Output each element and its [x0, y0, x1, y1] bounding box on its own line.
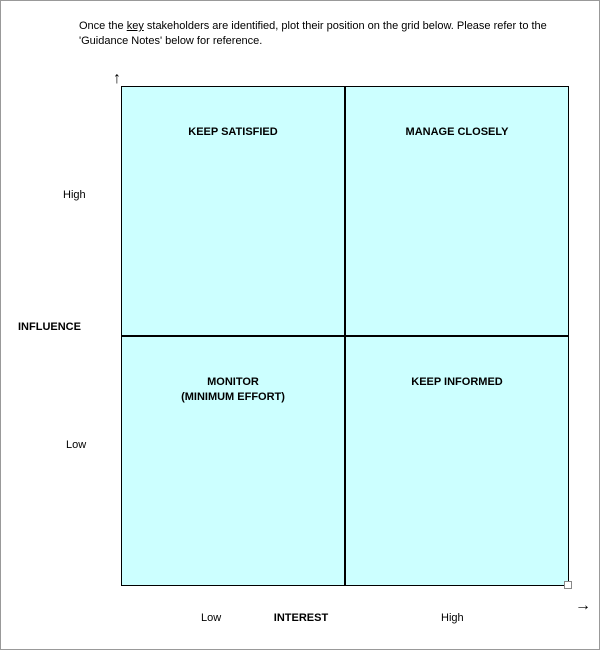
quadrant-manage-closely: MANAGE CLOSELY: [345, 86, 569, 336]
up-arrow-icon: ↑: [113, 71, 121, 87]
quadrant-label: KEEP INFORMED: [346, 375, 568, 390]
page: Once the key stakeholders are identified…: [0, 0, 600, 650]
resize-handle-icon: [564, 581, 572, 589]
y-low-label: Low: [66, 439, 86, 451]
instruction-pre: Once the: [79, 20, 127, 32]
instruction-post: stakeholders are identified, plot their …: [79, 20, 547, 47]
quadrant-label: KEEP SATISFIED: [122, 125, 344, 140]
quadrant-label: MANAGE CLOSELY: [346, 125, 568, 140]
y-high-label: High: [63, 189, 86, 201]
x-high-label: High: [441, 612, 464, 624]
quadrant-label-line2: (MINIMUM EFFORT): [181, 391, 285, 403]
quadrant-keep-informed: KEEP INFORMED: [345, 336, 569, 586]
quadrant-keep-satisfied: KEEP SATISFIED: [121, 86, 345, 336]
x-axis-title: INTEREST: [1, 612, 600, 624]
quadrant-label-line1: MONITOR: [207, 376, 259, 388]
y-axis-title: INFLUENCE: [18, 321, 81, 333]
quadrant-label: MONITOR (MINIMUM EFFORT): [122, 375, 344, 405]
quadrant-monitor: MONITOR (MINIMUM EFFORT): [121, 336, 345, 586]
instruction-text: Once the key stakeholders are identified…: [79, 19, 569, 49]
quadrant-matrix: ↑ KEEP SATISFIED MANAGE CLOSELY MONITOR …: [121, 86, 569, 586]
grid: KEEP SATISFIED MANAGE CLOSELY MONITOR (M…: [121, 86, 569, 586]
instruction-key: key: [127, 20, 144, 32]
